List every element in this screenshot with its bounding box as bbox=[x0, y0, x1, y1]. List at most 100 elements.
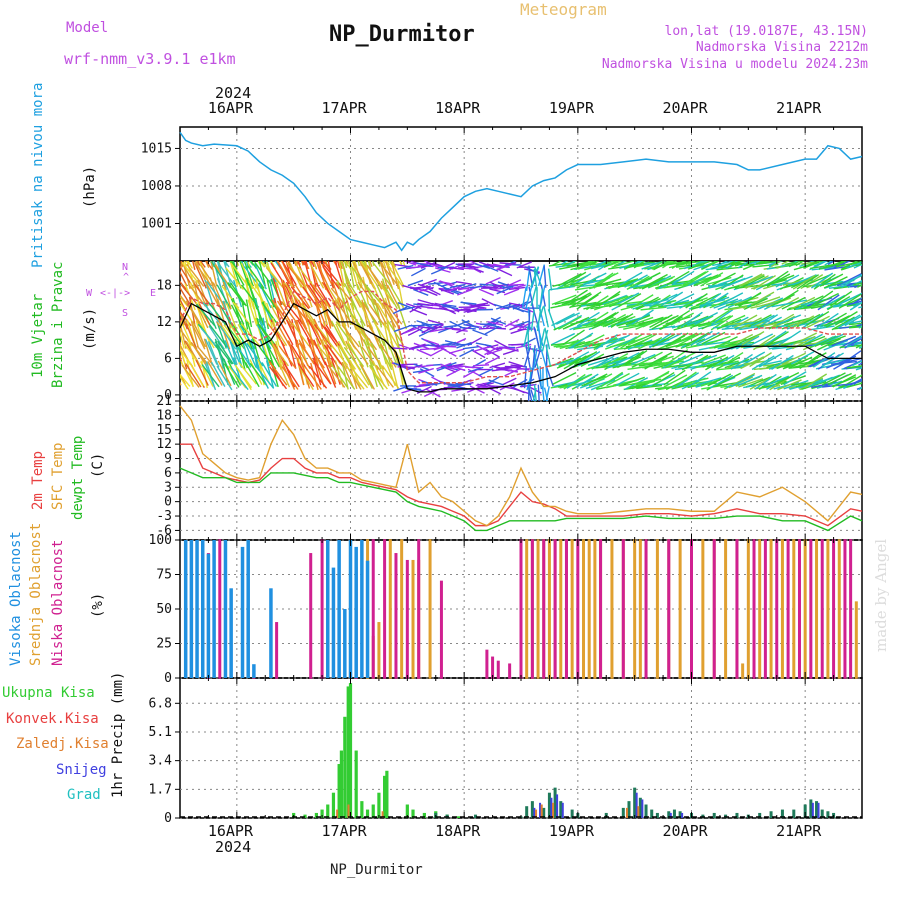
wind-barb bbox=[460, 283, 477, 289]
wind-barb bbox=[474, 263, 491, 270]
wind-barb bbox=[335, 321, 354, 345]
wind-barb bbox=[249, 362, 268, 387]
wind-barb bbox=[396, 302, 408, 330]
wind-barb bbox=[446, 368, 462, 377]
wind-barb bbox=[755, 296, 781, 306]
wind-barb bbox=[662, 355, 687, 369]
wind-barb bbox=[537, 323, 542, 347]
precip-snow-bar bbox=[667, 811, 671, 818]
wind-barb bbox=[455, 281, 472, 285]
wind-barb bbox=[576, 294, 599, 310]
wind-barb bbox=[222, 281, 232, 310]
cloud-mid-bar bbox=[536, 539, 540, 679]
wind-barb bbox=[216, 261, 235, 286]
wind-barb bbox=[650, 261, 666, 270]
wind-barb bbox=[737, 292, 762, 307]
wind-barb bbox=[416, 348, 432, 357]
wind-barb bbox=[443, 287, 460, 295]
wind-barb bbox=[207, 261, 210, 265]
wind-barb bbox=[238, 362, 257, 385]
wind-barb bbox=[854, 340, 862, 346]
wind-barb bbox=[686, 355, 712, 367]
wind-barb bbox=[837, 273, 862, 287]
wind-barb bbox=[391, 347, 408, 350]
cloud-mid-bar bbox=[724, 539, 728, 679]
wind-barb bbox=[426, 388, 441, 398]
wind-barb bbox=[716, 261, 728, 268]
wind-barb bbox=[728, 261, 747, 265]
wind-barb bbox=[209, 324, 228, 348]
wind-barb bbox=[180, 375, 189, 390]
wind-barb bbox=[395, 357, 406, 385]
wind-barb bbox=[491, 368, 508, 372]
precip-total-bar bbox=[343, 716, 347, 818]
wind-barb bbox=[541, 386, 545, 401]
wind-barb bbox=[720, 351, 744, 368]
wind-barb bbox=[489, 327, 506, 330]
wind-barb bbox=[369, 366, 388, 390]
wind-barb bbox=[379, 261, 389, 290]
wind-barb bbox=[595, 278, 622, 287]
wind-barb bbox=[749, 261, 772, 267]
temp-label-2m: 2m Temp bbox=[30, 450, 46, 510]
wind-barb bbox=[417, 302, 434, 307]
day-label: 21APR bbox=[776, 822, 822, 840]
wind-barb bbox=[717, 372, 742, 386]
wind-barb bbox=[678, 264, 705, 270]
wind-barb bbox=[229, 324, 246, 349]
wind-barb bbox=[615, 317, 642, 326]
wind-barb bbox=[694, 312, 718, 326]
wind-barb bbox=[496, 264, 512, 271]
wind-barb bbox=[847, 300, 862, 306]
wind-barb bbox=[577, 261, 596, 270]
wind-barb bbox=[563, 271, 587, 287]
wind-barb bbox=[578, 291, 602, 307]
wind-barb bbox=[619, 271, 643, 286]
wind-barb bbox=[327, 364, 346, 388]
wind-barb bbox=[527, 309, 531, 332]
cloud-high-bar bbox=[206, 553, 211, 678]
wind-barb bbox=[260, 285, 278, 310]
wind-barb bbox=[788, 356, 813, 369]
wind-barb bbox=[468, 265, 484, 273]
wind-barb bbox=[841, 273, 862, 289]
wind-barb bbox=[671, 361, 697, 370]
wind-barb bbox=[593, 312, 617, 327]
precip-conv-bar bbox=[336, 809, 339, 818]
wind-barb bbox=[501, 377, 517, 386]
bottom-year-label: 2024 bbox=[215, 838, 252, 856]
wind-barb bbox=[288, 266, 307, 290]
wind-barb bbox=[654, 314, 679, 328]
cloud-mid-bar bbox=[570, 539, 574, 679]
wind-barb bbox=[663, 374, 688, 388]
wind-barb bbox=[188, 361, 204, 387]
wind-barb bbox=[698, 358, 724, 367]
wind-barb bbox=[670, 312, 695, 326]
wind-barb bbox=[827, 372, 852, 386]
wind-barb bbox=[447, 363, 464, 368]
day-label: 20APR bbox=[662, 822, 708, 840]
wind-barb bbox=[462, 263, 479, 269]
wind-barb bbox=[811, 290, 834, 307]
wind-barb bbox=[814, 292, 839, 306]
wind-barb bbox=[635, 378, 662, 386]
wind-barb bbox=[819, 273, 844, 287]
wind-barb bbox=[387, 321, 404, 346]
wind-barb bbox=[740, 273, 765, 287]
precip-conv-bar bbox=[625, 807, 628, 818]
wind-barb bbox=[391, 261, 405, 288]
wind-barb bbox=[484, 356, 500, 365]
wind-barb bbox=[569, 293, 592, 309]
wind-barb bbox=[317, 359, 332, 385]
wind-barb bbox=[336, 261, 341, 269]
wind-barb bbox=[390, 361, 399, 390]
wind-barb bbox=[307, 284, 325, 309]
temp-unit: (C) bbox=[90, 452, 106, 478]
cloud-mid-bar bbox=[582, 539, 586, 679]
precip-grad-bar bbox=[561, 802, 564, 818]
wind-barb bbox=[738, 378, 764, 388]
cloud-high-bar bbox=[200, 540, 205, 678]
wind-barb bbox=[473, 364, 490, 367]
wind-barb bbox=[307, 319, 322, 345]
precip-snow-bar bbox=[530, 801, 534, 818]
